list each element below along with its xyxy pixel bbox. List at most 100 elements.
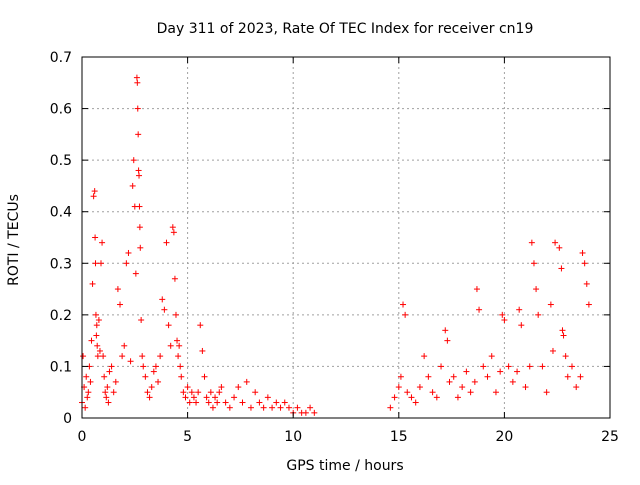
chart-title: Day 311 of 2023, Rate Of TEC Index for r…: [157, 21, 534, 37]
data-point: [307, 404, 314, 411]
data-point: [123, 260, 130, 267]
data-point: [444, 337, 451, 344]
data-point: [87, 378, 94, 385]
data-point: [473, 286, 480, 293]
data-point: [285, 404, 292, 411]
data-point: [311, 409, 318, 416]
data-point: [408, 394, 415, 401]
data-point: [93, 322, 100, 329]
data-point: [294, 404, 301, 411]
x-tick-label: 5: [183, 429, 192, 445]
data-point: [170, 229, 177, 236]
grid-layer: [82, 57, 610, 418]
x-tick-label: 20: [495, 429, 513, 445]
data-point: [163, 239, 170, 246]
data-point: [176, 342, 183, 349]
data-point: [416, 384, 423, 391]
data-point: [95, 317, 102, 324]
data-point: [568, 363, 575, 370]
data-point: [83, 373, 90, 380]
data-point: [152, 363, 159, 370]
x-tick-label: 25: [601, 429, 619, 445]
data-point: [98, 260, 105, 267]
axes-layer: 0 5 10 15 20 25 0 0.1 0.2 0.3 0.4 0.5 0.6 0.7: [50, 50, 619, 445]
data-point: [231, 394, 238, 401]
data-point: [235, 384, 242, 391]
data-point: [281, 399, 288, 406]
data-point: [522, 384, 529, 391]
data-point: [239, 399, 246, 406]
data-point: [93, 332, 100, 339]
data-point: [92, 234, 99, 241]
data-point: [218, 384, 225, 391]
data-point: [92, 311, 99, 318]
data-point: [99, 239, 106, 246]
data-point: [459, 384, 466, 391]
data-point: [505, 363, 512, 370]
data-point: [222, 399, 229, 406]
data-point: [114, 286, 121, 293]
data-point: [516, 306, 523, 313]
data-point: [425, 373, 432, 380]
x-tick-label: 0: [78, 429, 87, 445]
data-point: [130, 157, 137, 164]
data-point: [264, 394, 271, 401]
data-point: [499, 311, 506, 318]
data-point: [112, 378, 119, 385]
data-point: [102, 389, 109, 396]
data-point: [277, 404, 284, 411]
data-point: [148, 384, 155, 391]
data-point: [91, 188, 98, 195]
data-point: [127, 358, 134, 365]
data-point: [412, 399, 419, 406]
data-point: [484, 373, 491, 380]
data-point: [150, 368, 157, 375]
y-tick-label: 0.7: [50, 50, 72, 66]
data-point: [387, 404, 394, 411]
data-point: [135, 131, 142, 138]
data-point: [573, 384, 580, 391]
data-point: [105, 399, 112, 406]
data-point: [214, 399, 221, 406]
data-point: [134, 79, 141, 86]
data-point: [205, 399, 212, 406]
data-point: [547, 301, 554, 308]
data-point: [442, 327, 449, 334]
y-tick-label: 0.3: [50, 256, 72, 272]
y-tick-label: 0: [63, 411, 72, 427]
x-tick-label: 15: [390, 429, 408, 445]
data-point: [391, 394, 398, 401]
data-point: [136, 224, 143, 231]
data-point: [260, 404, 267, 411]
data-point: [518, 322, 525, 329]
plot-frame: [81, 56, 611, 419]
data-point: [560, 332, 567, 339]
data-point: [82, 404, 89, 411]
data-point: [134, 105, 141, 112]
data-point: [157, 353, 164, 360]
data-point: [252, 389, 259, 396]
data-point: [140, 363, 147, 370]
data-point: [169, 224, 176, 231]
data-point: [535, 311, 542, 318]
data-point: [89, 280, 96, 287]
y-tick-label: 0.6: [50, 102, 72, 118]
data-point: [243, 378, 250, 385]
data-point: [172, 311, 179, 318]
data-point: [429, 389, 436, 396]
data-point: [155, 378, 162, 385]
data-point: [137, 244, 144, 251]
data-point: [397, 373, 404, 380]
data-point: [530, 260, 537, 267]
data-point: [101, 373, 108, 380]
data-point: [543, 389, 550, 396]
data-point: [463, 368, 470, 375]
data-point: [85, 389, 92, 396]
data-point: [454, 394, 461, 401]
data-point: [488, 353, 495, 360]
data-point: [142, 373, 149, 380]
data-point: [96, 347, 103, 354]
data-point: [84, 394, 91, 401]
